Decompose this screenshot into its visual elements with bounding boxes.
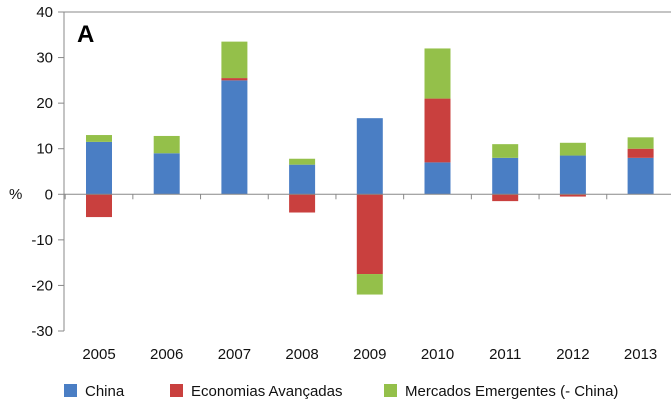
y-tick-label: 20 xyxy=(36,95,53,112)
bar-2011-series-2 xyxy=(492,144,519,158)
bar-2011-series-0 xyxy=(492,157,519,195)
bar-2008-series-0 xyxy=(289,164,316,195)
x-tick-label: 2008 xyxy=(285,346,318,363)
x-axis: 2005 2006 2007 2008 2009 2010 2011 2012 2013 xyxy=(64,193,671,363)
y-axis: -30 -20 -10 0 10 20 30 40 xyxy=(31,4,64,340)
legend-swatch-1 xyxy=(170,384,183,397)
bar-2010-series-1 xyxy=(424,98,451,163)
y-axis-label: % xyxy=(9,186,22,203)
x-tick-label: 2007 xyxy=(218,346,251,363)
bars xyxy=(86,41,654,295)
bar-2010-series-0 xyxy=(424,162,451,195)
bar-2012-series-2 xyxy=(559,142,586,156)
bar-2010-series-2 xyxy=(424,48,451,99)
y-tick-label: 40 xyxy=(36,4,53,21)
x-tick-label: 2012 xyxy=(556,346,589,363)
bar-2011-series-1 xyxy=(492,194,519,202)
bar-2005-series-0 xyxy=(86,141,112,195)
bar-2006-series-2 xyxy=(153,135,180,154)
legend-swatch-0 xyxy=(64,384,77,397)
x-tick-label: 2009 xyxy=(353,346,386,363)
y-tick-label: -30 xyxy=(31,323,53,340)
legend-swatch-2 xyxy=(384,384,397,397)
x-tick-label: 2010 xyxy=(421,346,454,363)
bar-2013-series-1 xyxy=(627,148,654,158)
bar-2009-series-2 xyxy=(356,274,383,295)
bar-2012-series-0 xyxy=(559,155,586,195)
bar-2007-series-1 xyxy=(221,78,248,81)
y-tick-label: -20 xyxy=(31,277,53,294)
bar-2012-series-1 xyxy=(559,194,586,197)
plot-area xyxy=(63,11,671,331)
bar-2007-series-2 xyxy=(221,41,248,79)
y-tick-label: -10 xyxy=(31,232,53,249)
bar-2009-series-0 xyxy=(356,118,383,195)
x-tick-label: 2011 xyxy=(489,346,521,363)
legend-label-2: Mercados Emergentes (- China) xyxy=(405,383,618,400)
legend-label-0: China xyxy=(85,383,125,400)
bar-2013-series-2 xyxy=(627,137,654,149)
bar-2008-series-1 xyxy=(289,194,316,213)
x-tick-label: 2013 xyxy=(624,346,657,363)
bar-2013-series-0 xyxy=(627,157,654,195)
y-tick-label: 10 xyxy=(36,141,53,158)
bar-2005-series-1 xyxy=(86,194,112,218)
y-tick-label: 0 xyxy=(45,186,53,203)
legend-label-1: Economias Avançadas xyxy=(191,383,343,400)
bar-2008-series-2 xyxy=(289,158,316,165)
x-tick-label: 2005 xyxy=(82,346,115,363)
y-tick-label: 30 xyxy=(36,50,53,67)
bar-2007-series-0 xyxy=(221,80,248,195)
legend: China Economias Avançadas Mercados Emergen… xyxy=(64,383,618,400)
x-tick-label: 2006 xyxy=(150,346,183,363)
bar-2005-series-2 xyxy=(86,135,112,142)
bar-2006-series-0 xyxy=(153,153,180,195)
bar-2009-series-1 xyxy=(356,194,383,275)
panel-label: A xyxy=(77,21,94,48)
